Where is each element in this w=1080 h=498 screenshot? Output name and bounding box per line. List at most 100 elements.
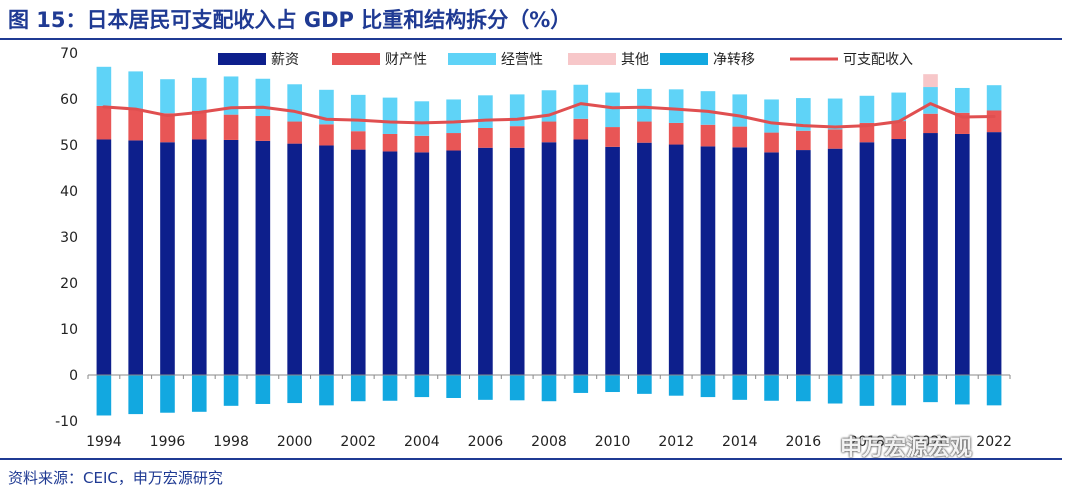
bar-property-2000	[287, 121, 302, 144]
legend-label-disposable-income: 可支配收入	[843, 52, 913, 68]
bar-property-2014	[732, 126, 748, 148]
bar-property-2007	[509, 126, 525, 148]
bar-business-2017	[827, 98, 843, 130]
bar-transfer-2014	[732, 375, 748, 400]
bar-wages-2007	[509, 147, 525, 375]
source-note: 资料来源：CEIC，申万宏源研究	[8, 469, 223, 487]
legend-swatch-transfer	[660, 53, 708, 65]
bar-transfer-1999	[255, 375, 271, 404]
bar-transfer-2006	[478, 375, 493, 400]
bar-wages-2016	[796, 150, 811, 375]
y-tick-label: -10	[55, 414, 78, 430]
legend-label-property: 财产性	[385, 52, 427, 68]
x-tick-label: 2000	[277, 434, 313, 450]
x-tick-label: 2022	[976, 434, 1012, 450]
legend: 薪资 财产性 经营性 其他 净转移 可支配收入	[218, 52, 913, 68]
bar-wages-2011	[637, 142, 652, 375]
legend-label-business: 经营性	[501, 52, 543, 68]
bar-transfer-2015	[764, 375, 779, 401]
bar-business-2001	[319, 89, 334, 125]
bar-wages-2019	[891, 139, 907, 375]
bar-transfer-2011	[637, 375, 652, 394]
bar-business-2015	[764, 99, 779, 133]
bar-wages-2012	[668, 144, 684, 375]
bar-transfer-2002	[350, 375, 366, 402]
disposable-income-line	[102, 102, 996, 129]
bar-property-2005	[446, 133, 461, 151]
bar-wages-2008	[541, 142, 557, 375]
bar-wages-2020	[923, 133, 938, 375]
x-tick-label: 1996	[150, 434, 186, 450]
x-tick-label: 2016	[786, 434, 822, 450]
bar-wages-2013	[700, 146, 716, 375]
x-tick-label: 2002	[340, 434, 376, 450]
bar-business-1994	[96, 66, 112, 106]
bar-property-1995	[128, 108, 143, 141]
bar-business-2020	[923, 87, 938, 114]
legend-swatch-other	[568, 53, 616, 65]
bar-business-2012	[668, 89, 684, 123]
bar-business-2022	[986, 85, 1002, 111]
bar-business-2002	[350, 94, 366, 132]
bar-business-2016	[796, 98, 811, 131]
x-tick-label: 2006	[468, 434, 504, 450]
bar-property-2016	[796, 130, 811, 151]
legend-label-transfer: 净转移	[713, 52, 755, 68]
bar-business-2010	[605, 92, 620, 128]
bar-property-2011	[637, 121, 652, 143]
bar-wages-2015	[764, 152, 779, 375]
chart-title: 图 15：日本居民可支配收入占 GDP 比重和结构拆分（%）	[8, 8, 572, 32]
bar-transfer-2012	[668, 375, 684, 396]
y-tick-label: 20	[60, 276, 78, 292]
bar-transfer-2004	[414, 375, 430, 398]
x-tick-label: 2012	[658, 434, 694, 450]
bar-property-1999	[255, 116, 271, 141]
watermark: 申万宏源宏观	[840, 436, 973, 461]
x-tick-label: 2010	[595, 434, 631, 450]
bar-wages-2014	[732, 147, 748, 375]
x-tick-label: 1994	[86, 434, 122, 450]
bar-property-2015	[764, 132, 779, 153]
bar-transfer-2017	[827, 375, 843, 404]
bar-wages-2005	[446, 150, 461, 375]
bar-wages-2017	[827, 148, 843, 375]
bar-wages-2004	[414, 152, 430, 375]
x-tick-label: 2014	[722, 434, 758, 450]
bar-property-1996	[160, 113, 175, 143]
legend-label-other: 其他	[621, 52, 649, 68]
bar-property-1994	[96, 105, 112, 140]
x-tick-label: 2004	[404, 434, 440, 450]
bar-wages-1996	[160, 142, 175, 375]
y-tick-label: 0	[69, 368, 78, 384]
y-tick-label: 60	[60, 92, 78, 108]
legend-swatch-property	[332, 53, 380, 65]
bar-property-2001	[319, 124, 334, 146]
legend-swatch-wages	[218, 53, 266, 65]
bar-transfer-2020	[923, 375, 938, 403]
bar-wages-1999	[255, 140, 271, 375]
bar-business-1997	[191, 77, 207, 111]
bar-property-2019	[891, 121, 907, 140]
bar-property-2018	[859, 122, 875, 143]
bar-wages-2002	[350, 149, 366, 375]
bar-wages-2018	[859, 142, 875, 375]
bar-wages-2010	[605, 146, 620, 375]
bar-transfer-2009	[573, 375, 589, 393]
bar-property-2009	[573, 118, 589, 140]
bar-transfer-1995	[128, 375, 143, 415]
bar-property-2008	[541, 121, 557, 143]
bar-property-2003	[382, 133, 398, 152]
bar-wages-2021	[955, 133, 970, 375]
y-axis: -10 0 10 20 30 40 50 60 70	[55, 46, 78, 430]
y-tick-label: 10	[60, 322, 78, 338]
x-tick-label: 2020	[913, 434, 949, 450]
bar-wages-1995	[128, 140, 143, 375]
bar-transfer-1998	[223, 375, 239, 406]
bar-property-2022	[986, 110, 1002, 133]
bar-property-2002	[350, 131, 366, 150]
bar-transfer-2018	[859, 375, 875, 406]
bar-business-2009	[573, 84, 589, 119]
bar-property-2020	[923, 113, 938, 134]
bar-transfer-2005	[446, 375, 461, 398]
